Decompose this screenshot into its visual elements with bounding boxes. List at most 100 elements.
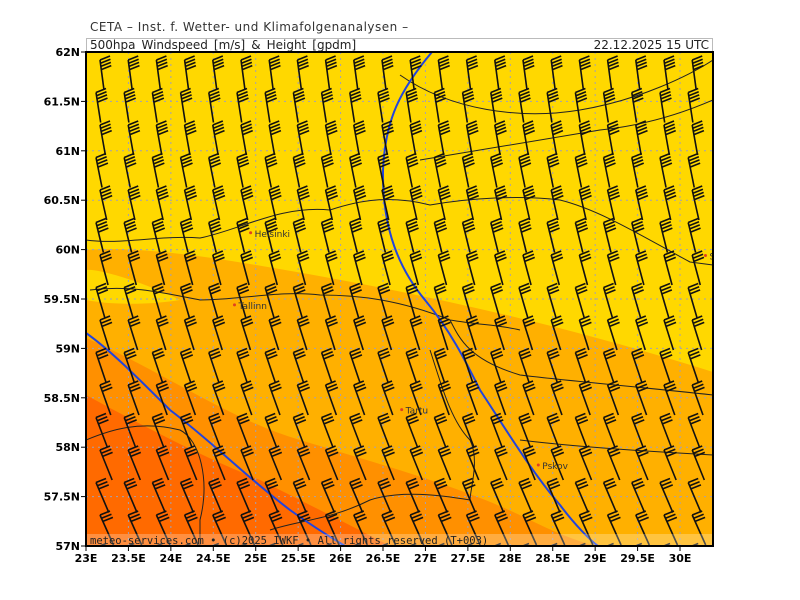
wind-barb [127, 510, 143, 546]
wind-barb [95, 282, 109, 318]
wind-barb [381, 510, 397, 546]
wind-barb [127, 120, 141, 156]
wind-barb [127, 445, 142, 481]
wind-barb [268, 315, 282, 351]
wind-barb [606, 380, 621, 416]
wind-barb [268, 55, 281, 91]
copyright-footer: meteo-services.com • (c)2025 IWKF • All … [90, 535, 488, 547]
wind-barb [236, 477, 251, 513]
wind-barb [494, 250, 507, 286]
wind-barb [687, 152, 701, 188]
wind-barb [606, 250, 620, 286]
wind-barb [236, 152, 250, 188]
wind-barb [518, 412, 532, 448]
lat-tick-label: 61.5N [44, 95, 80, 108]
wind-barb [433, 152, 447, 188]
wind-barb [123, 347, 137, 383]
wind-barb [236, 347, 250, 383]
wind-barb [691, 185, 705, 221]
wind-barb [95, 347, 109, 383]
map-area: meteo-services.com • (c)2025 IWKF • All … [86, 52, 733, 547]
wind-barb [183, 55, 197, 91]
wind-barb [465, 510, 481, 546]
wind-barb [240, 510, 256, 546]
wind-barb [179, 217, 194, 253]
wind-barb [716, 284, 728, 318]
wind-barb [574, 87, 588, 123]
wind-barb [183, 185, 198, 221]
wind-barb [659, 217, 673, 253]
wind-barb [349, 412, 363, 448]
wind-barb [324, 120, 338, 156]
wind-barb [550, 315, 564, 351]
wind-barb [409, 120, 423, 156]
wind-barb [574, 477, 589, 513]
wind-barb [494, 380, 508, 416]
wind-barb [409, 185, 423, 221]
wind-barb [578, 250, 592, 286]
wind-barb [240, 380, 254, 416]
city-label: Pskov [542, 462, 568, 472]
wind-barb [155, 380, 169, 416]
wind-barb [381, 120, 395, 156]
wind-barb [127, 380, 141, 416]
wind-barb [550, 380, 564, 416]
wind-barb [720, 381, 732, 415]
wind-barb [437, 185, 451, 221]
wind-barb [95, 412, 109, 448]
wind-barb [212, 250, 225, 286]
wind-barb [381, 445, 395, 481]
wind-barb [550, 120, 564, 156]
wind-barb [522, 185, 536, 221]
wind-barb [663, 510, 679, 546]
wind-barb [320, 477, 336, 513]
wind-barb [353, 510, 369, 546]
wind-barb [95, 477, 110, 513]
lat-tick-label: 60N [55, 244, 80, 257]
wind-barb [296, 55, 309, 91]
wind-barb [720, 316, 732, 350]
wind-barb [490, 87, 503, 123]
wind-barb [720, 446, 733, 480]
wind-barb [292, 282, 306, 318]
wind-barb [240, 55, 253, 91]
wind-barb [377, 347, 391, 383]
wind-barb [606, 315, 620, 351]
wind-barb [437, 55, 450, 91]
wind-barb [465, 315, 479, 351]
wind-barb [550, 55, 563, 91]
wind-barb [353, 380, 367, 416]
wind-barb [151, 412, 166, 448]
wind-barb [324, 510, 340, 546]
wind-barb [155, 120, 169, 156]
wind-barb [433, 412, 448, 448]
wind-barb [99, 445, 113, 481]
wind-barb [550, 510, 566, 546]
wind-barb [578, 380, 592, 416]
wind-barb [208, 347, 222, 383]
wind-barb [518, 282, 532, 318]
wind-barb [546, 347, 560, 383]
wind-barb [324, 315, 338, 351]
wind-barb [574, 412, 589, 448]
wind-barb [377, 282, 391, 318]
lat-tick-label: 58N [55, 441, 80, 454]
wind-barb [292, 217, 307, 253]
wind-barb [574, 217, 589, 253]
wind-barb [716, 219, 728, 253]
wind-barb [522, 120, 536, 156]
wind-barb [183, 380, 198, 416]
wind-barb [151, 87, 165, 123]
wind-barb [212, 315, 226, 351]
wind-barb [99, 510, 115, 546]
wind-barb [405, 477, 420, 513]
lat-tick-label: 60.5N [44, 194, 80, 207]
wind-barb [490, 152, 504, 188]
wind-barb [240, 315, 254, 351]
wind-barb [208, 477, 223, 513]
wind-barb [606, 445, 621, 481]
wind-barb [377, 152, 391, 188]
wind-barb [405, 87, 418, 123]
wind-barb [266, 542, 277, 546]
wind-barb [631, 282, 644, 318]
